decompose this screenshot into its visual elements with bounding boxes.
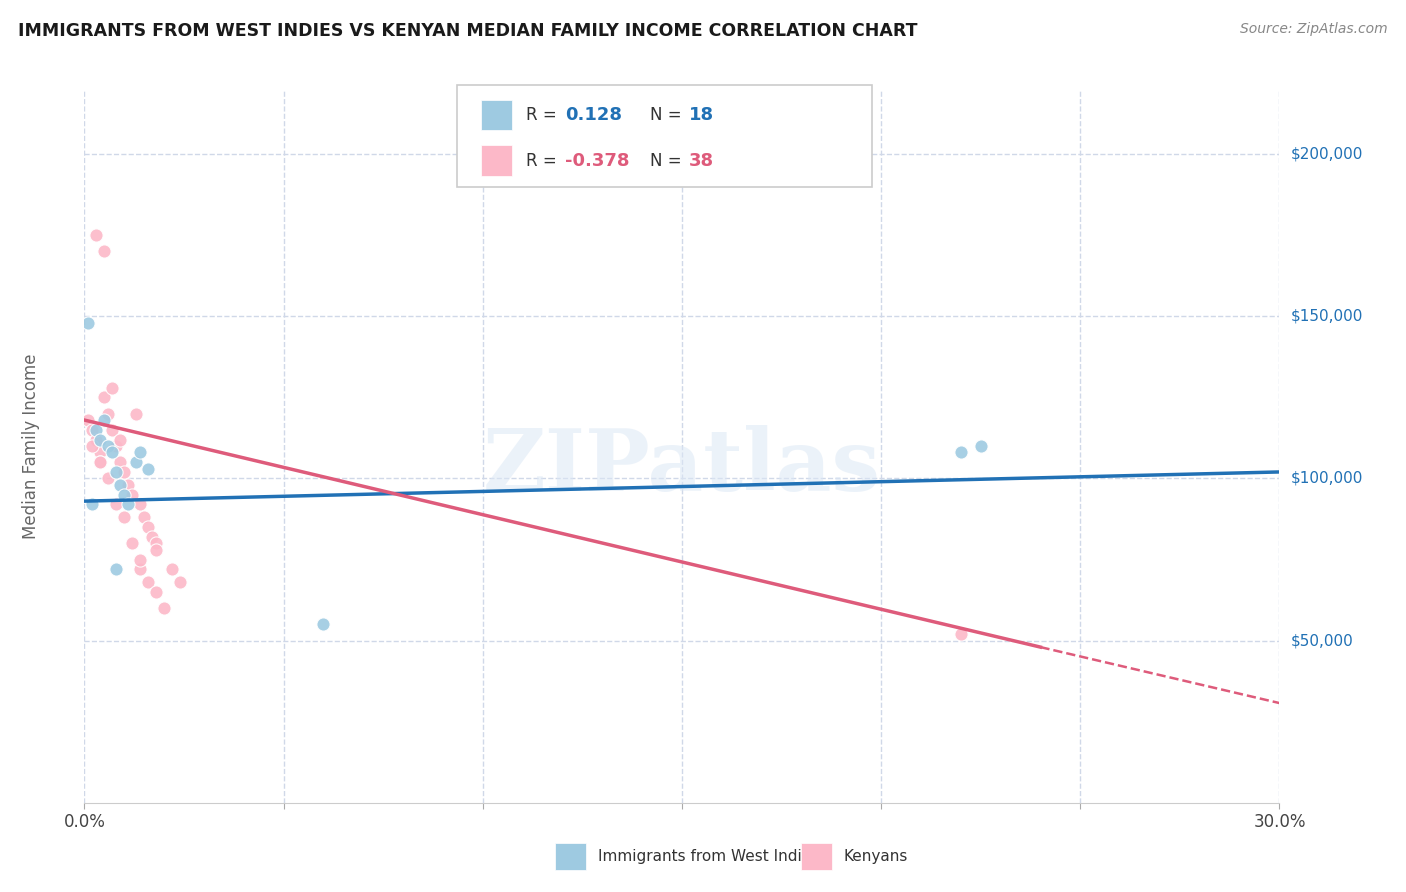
Point: [153, 601, 176, 615]
Text: Median Family Income: Median Family Income: [21, 353, 39, 539]
Text: $150,000: $150,000: [1291, 309, 1362, 324]
Text: $50,000: $50,000: [1291, 633, 1354, 648]
Text: Source: ZipAtlas.com: Source: ZipAtlas.com: [1240, 22, 1388, 37]
Point: [110, 478, 132, 492]
Text: N =: N =: [650, 152, 681, 169]
Point: [121, 488, 143, 502]
Point: [86, 433, 108, 447]
Point: [89, 455, 111, 469]
Text: Immigrants from West Indies: Immigrants from West Indies: [598, 849, 818, 863]
Text: $200,000: $200,000: [1291, 146, 1362, 161]
Point: [86, 228, 108, 243]
Point: [112, 465, 135, 479]
Point: [145, 536, 167, 550]
Point: [82, 439, 104, 453]
Point: [949, 445, 972, 459]
Point: [136, 520, 159, 534]
Point: [970, 439, 993, 453]
Point: [169, 575, 191, 590]
Point: [93, 413, 115, 427]
Point: [129, 562, 152, 576]
Point: [125, 455, 148, 469]
Point: [145, 542, 167, 557]
Point: [110, 455, 132, 469]
Text: 0.128: 0.128: [565, 106, 623, 124]
Text: ZIPatlas: ZIPatlas: [482, 425, 882, 509]
Point: [312, 617, 335, 632]
Point: [101, 445, 124, 459]
Point: [129, 445, 152, 459]
Point: [77, 413, 100, 427]
Point: [129, 552, 152, 566]
Point: [136, 461, 159, 475]
Point: [77, 316, 100, 330]
Point: [101, 423, 124, 437]
Point: [105, 497, 128, 511]
Text: IMMIGRANTS FROM WEST INDIES VS KENYAN MEDIAN FAMILY INCOME CORRELATION CHART: IMMIGRANTS FROM WEST INDIES VS KENYAN ME…: [18, 22, 918, 40]
Text: 38: 38: [689, 152, 714, 169]
Point: [160, 562, 183, 576]
Text: Kenyans: Kenyans: [844, 849, 908, 863]
Point: [93, 390, 115, 404]
Point: [86, 423, 108, 437]
Point: [97, 471, 120, 485]
Point: [110, 433, 132, 447]
Point: [101, 381, 124, 395]
Point: [82, 497, 104, 511]
Point: [136, 575, 159, 590]
Text: R =: R =: [526, 152, 557, 169]
Point: [141, 530, 163, 544]
Point: [97, 439, 120, 453]
Text: N =: N =: [650, 106, 681, 124]
Point: [89, 433, 111, 447]
Point: [82, 423, 104, 437]
Point: [949, 627, 972, 641]
Point: [117, 478, 139, 492]
Point: [145, 585, 167, 599]
Text: -0.378: -0.378: [565, 152, 630, 169]
Point: [117, 497, 139, 511]
Point: [132, 510, 156, 524]
Point: [112, 510, 135, 524]
Text: R =: R =: [526, 106, 557, 124]
Point: [105, 439, 128, 453]
Point: [105, 562, 128, 576]
Text: 18: 18: [689, 106, 714, 124]
Point: [129, 497, 152, 511]
Point: [105, 465, 128, 479]
Point: [93, 244, 115, 259]
Point: [97, 407, 120, 421]
Point: [112, 488, 135, 502]
Point: [121, 536, 143, 550]
Point: [89, 445, 111, 459]
Point: [89, 455, 111, 469]
Point: [125, 407, 148, 421]
Text: $100,000: $100,000: [1291, 471, 1362, 486]
